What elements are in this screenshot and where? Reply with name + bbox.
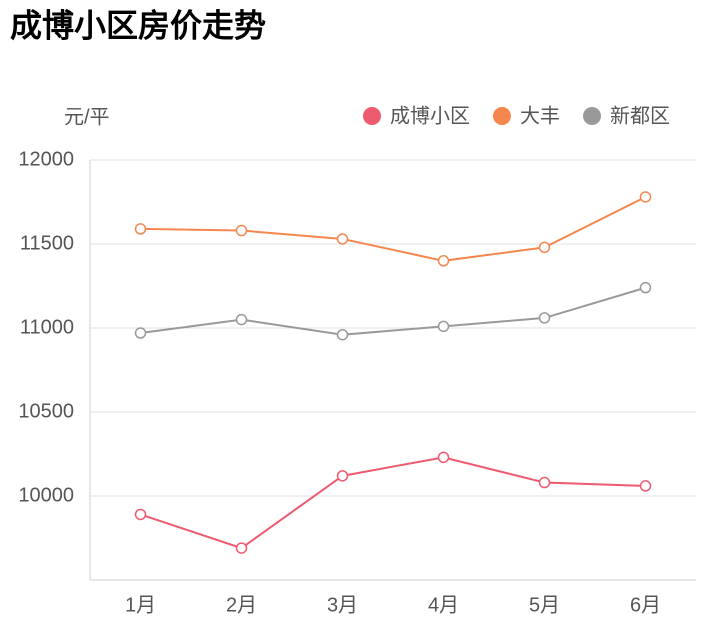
- point: [235, 313, 248, 326]
- x-tick-label: 2月: [226, 594, 257, 616]
- point: [437, 451, 450, 464]
- point: [639, 191, 652, 203]
- point: [437, 255, 450, 267]
- y-tick-label: 10500: [18, 400, 74, 422]
- point: [538, 312, 551, 324]
- point: [639, 480, 652, 492]
- y-tick-label: 11500: [20, 232, 74, 254]
- legend-marker: [583, 107, 601, 125]
- point: [336, 233, 349, 245]
- point: [639, 281, 652, 294]
- legend-label: 大丰: [520, 104, 560, 127]
- x-tick-label: 3月: [327, 594, 358, 616]
- point: [134, 327, 147, 339]
- point: [235, 224, 248, 237]
- x-tick-label: 4月: [428, 594, 459, 616]
- point: [336, 470, 349, 482]
- legend-marker: [363, 107, 381, 125]
- line: [140, 286, 646, 336]
- point: [336, 328, 349, 341]
- legend-label: 新都区: [610, 104, 670, 127]
- chart-title: 成博小区房价走势: [10, 7, 266, 43]
- point: [235, 542, 248, 554]
- x-tick-label: 5月: [529, 594, 560, 616]
- y-tick-label: 12000: [18, 148, 74, 170]
- x-tick-label: 1月: [125, 594, 156, 616]
- point: [437, 320, 450, 333]
- point: [538, 476, 551, 489]
- line: [140, 456, 646, 550]
- x-tick-label: 6月: [630, 594, 661, 616]
- line: [140, 196, 646, 262]
- point: [538, 241, 551, 254]
- legend-marker: [493, 107, 511, 125]
- y-tick-label: 10000: [18, 484, 74, 506]
- legend-label: 成博小区: [390, 104, 470, 127]
- y-tick-label: 11000: [20, 316, 74, 338]
- point: [134, 223, 147, 235]
- point: [134, 508, 147, 521]
- y-axis-label: 元/平: [64, 106, 110, 128]
